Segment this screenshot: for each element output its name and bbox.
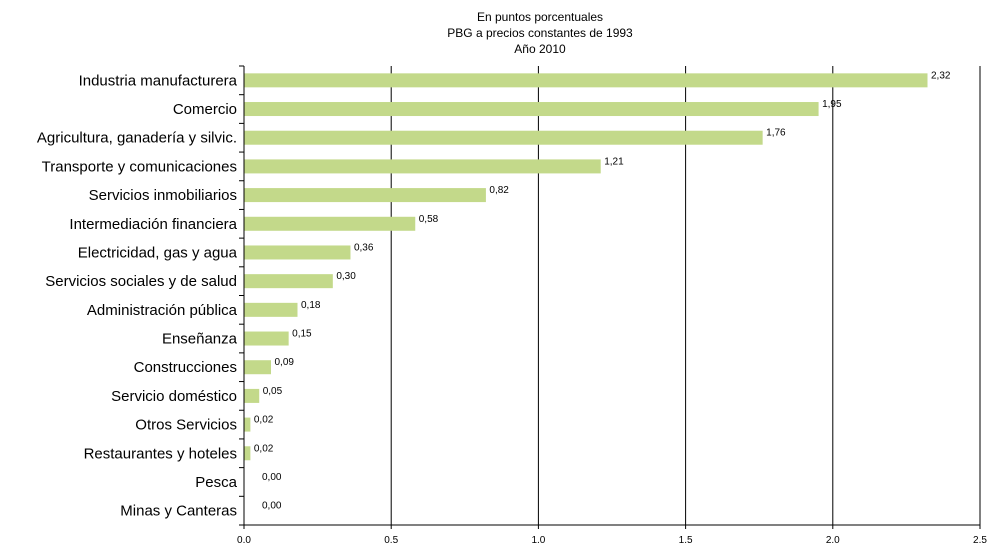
bars: [244, 73, 928, 461]
category-label: Otros Servicios: [135, 417, 237, 434]
bar: [244, 302, 298, 317]
data-label: 0,00: [262, 472, 282, 483]
data-label: 0,02: [254, 415, 274, 426]
data-label: 1,21: [604, 156, 624, 167]
bar: [244, 73, 928, 88]
bar: [244, 216, 416, 231]
subtitle-line-2: PBG a precios constantes de 1993: [447, 26, 633, 40]
bar: [244, 360, 271, 375]
axes: [239, 65, 981, 529]
data-label: 1,76: [766, 128, 786, 139]
category-label: Electricidad, gas y agua: [78, 244, 238, 261]
x-tick-label: 2.0: [826, 535, 840, 546]
data-label: 0,36: [354, 242, 374, 253]
data-label: 0,02: [254, 443, 274, 454]
bar: [244, 188, 486, 203]
category-label: Agricultura, ganadería y silvic.: [37, 130, 237, 147]
chart-subtitle: En puntos porcentuales PBG a precios con…: [447, 10, 633, 56]
bar: [244, 331, 289, 346]
data-label: 0,82: [489, 185, 509, 196]
x-tick-labels: 0.0 0.5 1.0 1.5 2.0 2.5: [237, 535, 987, 546]
category-label: Industria manufacturera: [79, 72, 238, 89]
x-tick-label: 0.0: [237, 535, 251, 546]
bar: [244, 102, 819, 117]
category-label: Transporte y comunicaciones: [42, 158, 237, 175]
data-label: 0,30: [336, 271, 356, 282]
bar: [244, 245, 351, 260]
bar: [244, 159, 601, 174]
data-label: 0,05: [263, 386, 283, 397]
bar: [244, 446, 251, 461]
x-tick-label: 2.5: [973, 535, 987, 546]
data-label: 2,32: [931, 70, 951, 81]
category-label: Restaurantes y hoteles: [84, 445, 237, 462]
subtitle-line-3: Año 2010: [514, 42, 566, 56]
subtitle-line-1: En puntos porcentuales: [477, 10, 603, 24]
data-label: 0,15: [292, 329, 312, 340]
bar: [244, 130, 763, 145]
bar: [244, 417, 251, 432]
category-label: Minas y Canteras: [120, 503, 237, 520]
x-tick-label: 1.0: [531, 535, 545, 546]
data-label: 0,09: [274, 357, 294, 368]
bar: [244, 388, 260, 403]
category-label: Enseñanza: [162, 331, 238, 348]
data-label: 1,95: [822, 99, 842, 110]
category-label: Servicios sociales y de salud: [45, 273, 237, 290]
category-label: Servicios inmobiliarios: [89, 187, 237, 204]
category-label: Administración pública: [87, 302, 238, 319]
bar: [244, 274, 333, 289]
data-label: 0,00: [262, 501, 282, 512]
category-label: Servicio doméstico: [111, 388, 237, 405]
x-tick-label: 0.5: [384, 535, 398, 546]
data-labels: 2,32 1,95 1,76 1,21 0,82 0,58 0,36 0,30 0,18 0,15…: [254, 70, 951, 511]
data-label: 0,58: [419, 214, 439, 225]
category-label: Comercio: [173, 101, 237, 118]
category-labels: Industria manufacturera Comercio Agricultu…: [37, 72, 238, 519]
category-label: Construcciones: [134, 359, 237, 376]
x-tick-label: 1.5: [679, 535, 693, 546]
category-label: Pesca: [195, 474, 237, 491]
data-label: 0,18: [301, 300, 321, 311]
category-label: Intermediación financiera: [69, 216, 237, 233]
